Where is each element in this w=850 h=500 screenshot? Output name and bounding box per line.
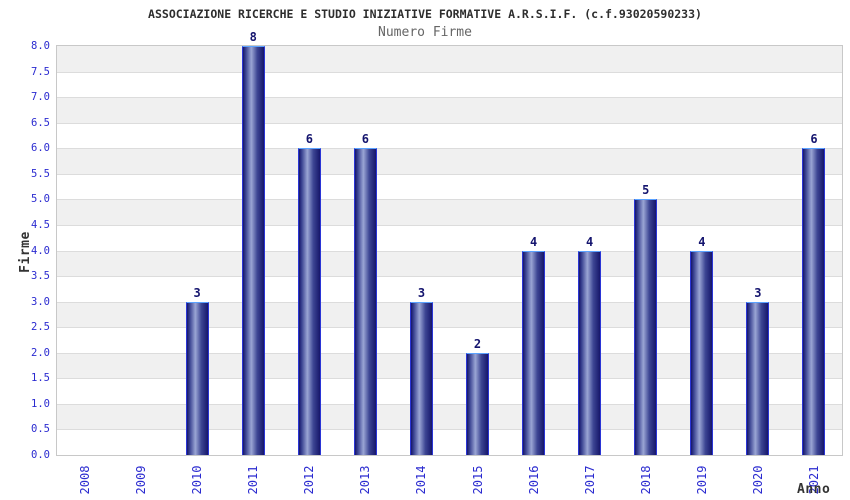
- x-axis-title: Anno: [797, 482, 831, 497]
- x-tick-label: 2017: [582, 465, 597, 495]
- bar-value-label: 4: [698, 234, 706, 249]
- plot-band: [57, 403, 842, 430]
- bar-2014: [409, 301, 433, 455]
- plot-band: [57, 122, 842, 149]
- plot-band: [57, 224, 842, 251]
- gridline: [57, 378, 842, 380]
- y-tick-label: 5.5: [31, 167, 50, 180]
- bar-2018: [634, 199, 658, 455]
- y-tick-label: 2.5: [31, 321, 50, 334]
- bar-value-label: 3: [417, 285, 426, 300]
- bar-2019: [690, 250, 714, 455]
- bar-value-label: 6: [810, 132, 818, 147]
- y-tick-label: 0.0: [31, 449, 50, 461]
- bar-value-label: 5: [642, 183, 650, 198]
- bar-value-label: 4: [586, 234, 594, 249]
- x-tick-label: 2013: [358, 465, 373, 495]
- plot-band: [57, 148, 842, 174]
- x-tick-label: 2010: [190, 465, 205, 495]
- y-tick-label: 6.0: [31, 142, 50, 155]
- y-tick-label: 0.5: [31, 423, 50, 436]
- bar-2017: [578, 250, 602, 455]
- bar-2016: [522, 250, 546, 455]
- plot-band: [57, 327, 842, 353]
- x-tick-label: 2015: [470, 465, 485, 495]
- y-tick-label: 1.0: [31, 397, 50, 410]
- gridline: [57, 173, 842, 175]
- gridline: [57, 301, 842, 303]
- bar-value-label: 4: [529, 234, 538, 249]
- gridline: [57, 403, 842, 405]
- chart-subtitle: Numero Firme: [378, 25, 472, 40]
- gridline: [57, 327, 842, 329]
- chart-title: ASSOCIAZIONE RICERCHE E STUDIO INIZIATIV…: [148, 7, 702, 21]
- gridline: [57, 199, 842, 201]
- gridline: [57, 122, 842, 124]
- plot-band: [57, 71, 842, 98]
- x-tick-label: 2009: [134, 465, 149, 495]
- bar-2020: [746, 301, 770, 455]
- x-tick-label: 2012: [302, 465, 317, 495]
- y-tick-label: 2.0: [31, 346, 50, 359]
- bar-2012: [297, 148, 321, 455]
- x-tick-label: 2016: [526, 465, 541, 495]
- y-tick-label: 7.0: [31, 91, 50, 104]
- plot-band: [57, 429, 842, 455]
- y-tick-label: 7.5: [31, 65, 50, 78]
- plot-band: [57, 276, 842, 302]
- plot-band: [57, 199, 842, 225]
- x-tick-label: 2011: [246, 465, 261, 495]
- bar-value-label: 2: [473, 336, 482, 351]
- x-tick-label: 2008: [78, 465, 93, 495]
- bar-2015: [466, 352, 490, 455]
- plot-band: [57, 352, 842, 379]
- y-tick-label: 3.0: [31, 295, 50, 308]
- y-axis-title: Firme: [18, 231, 33, 273]
- bar-2010: [185, 301, 209, 455]
- x-tick-label: 2018: [638, 465, 653, 495]
- plot-band: [57, 97, 842, 123]
- bar-value-label: 3: [754, 285, 762, 300]
- bar-2011: [241, 46, 265, 455]
- y-tick-label: 4.0: [31, 244, 50, 257]
- gridline: [57, 148, 842, 150]
- bar-value-label: 3: [193, 285, 201, 300]
- bar-value-label: 6: [305, 132, 313, 147]
- plot-band: [57, 46, 842, 72]
- gridline: [57, 276, 842, 278]
- plot-band: [57, 250, 842, 277]
- plot-band: [57, 378, 842, 404]
- bar-value-label: 6: [361, 132, 369, 147]
- gridline: [57, 97, 842, 99]
- y-tick-label: 6.5: [31, 116, 50, 129]
- bar-2021: [802, 148, 826, 455]
- x-tick-label: 2020: [750, 465, 765, 495]
- bar-2013: [353, 148, 377, 455]
- y-tick-label: 4.5: [31, 218, 50, 231]
- y-tick-label: 5.0: [31, 193, 50, 206]
- gridline: [57, 352, 842, 354]
- plot-area: 3 8 6 6 3 2 4 4 5 4 3 6: [56, 30, 843, 456]
- gridline: [57, 224, 842, 226]
- gridline: [57, 71, 842, 73]
- y-tick-label: 3.5: [31, 270, 50, 283]
- plot-band: [57, 301, 842, 328]
- plot-band: [57, 173, 842, 200]
- gridline: [57, 429, 842, 431]
- bar-value-label: 8: [249, 30, 257, 44]
- x-tick-label: 2014: [414, 465, 429, 495]
- gridline: [57, 250, 842, 252]
- x-tick-label: 2019: [694, 465, 709, 495]
- y-tick-label: 8.0: [31, 40, 50, 52]
- y-tick-label: 1.5: [31, 372, 50, 385]
